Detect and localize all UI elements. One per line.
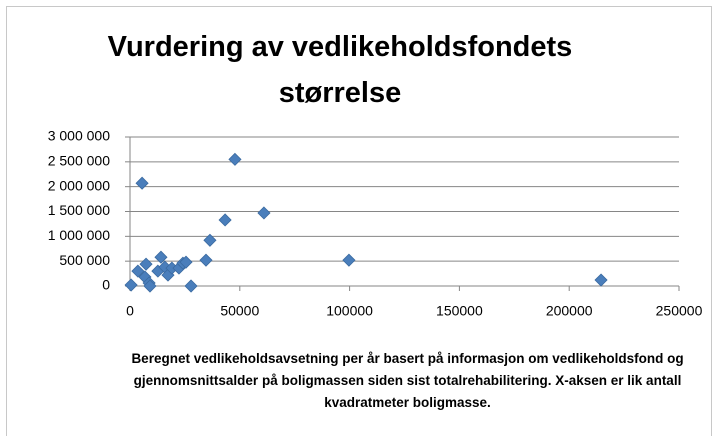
y-tick-label: 2 000 000 <box>48 177 110 193</box>
data-point <box>203 233 217 247</box>
chart-title: Vurdering av vedlikeholdsfondets størrel… <box>107 31 573 109</box>
x-axis-label: Beregnet vedlikeholdsavsetning per år ba… <box>131 351 684 410</box>
x-tick-label: 100000 <box>326 303 373 319</box>
data-point <box>199 253 213 267</box>
x-tick-label: 150000 <box>436 303 483 319</box>
x-tick-label: 50000 <box>220 303 259 319</box>
data-point <box>228 152 242 166</box>
data-point <box>594 273 608 287</box>
data-point <box>257 206 271 220</box>
y-tick-label: 3 000 000 <box>48 128 110 144</box>
data-point <box>135 176 149 190</box>
data-point <box>124 278 138 292</box>
data-point <box>218 213 232 227</box>
data-point <box>143 279 157 293</box>
data-point <box>131 264 145 278</box>
y-tick-label: 1 500 000 <box>48 202 110 218</box>
x-tick-label: 250000 <box>656 303 703 319</box>
chart-frame <box>6 6 712 436</box>
y-tick-label: 2 500 000 <box>48 153 110 169</box>
data-point <box>154 250 168 264</box>
x-tick-label: 200000 <box>546 303 593 319</box>
x-tick-label: 0 <box>126 303 134 319</box>
data-point <box>184 279 198 293</box>
y-tick-label: 1 000 000 <box>48 227 110 243</box>
y-tick-label: 0 <box>102 277 110 293</box>
data-point <box>179 255 193 269</box>
data-point <box>139 257 153 271</box>
data-point <box>342 253 356 267</box>
y-tick-label: 500 000 <box>59 252 110 268</box>
